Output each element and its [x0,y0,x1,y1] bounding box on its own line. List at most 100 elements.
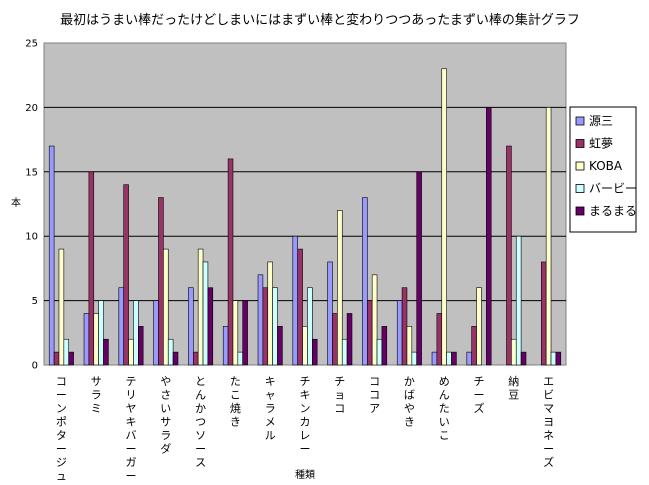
bar-3-1 [58,248,65,366]
bar-1-5 [188,287,194,366]
bar-2-3 [123,184,129,366]
bar-2-7 [262,287,269,366]
y-axis-label: 本 [11,196,21,209]
bar-2-6 [227,158,234,366]
bar-5-11 [416,171,422,366]
bar-1-8 [292,235,298,366]
bar-4-12 [446,351,452,366]
category-label: サラミ [91,375,102,415]
category-label: チーズ [474,375,485,415]
y-tick-label: 0 [32,361,38,372]
category-label: チョコ [334,375,345,415]
bar-5-12 [451,351,457,366]
bar-4-9 [341,338,348,366]
bar-3-8 [302,326,308,366]
y-tick-label: 15 [25,167,38,178]
bar-5-1 [68,351,74,366]
legend-swatch [575,184,585,193]
bar-3-10 [371,274,378,366]
bar-3-11 [406,326,413,366]
category-label: 納豆 [508,375,519,402]
bar-5-2 [103,338,109,366]
bar-5-6 [242,300,248,366]
category-label: たこ焼き [230,375,241,429]
y-tick-label: 10 [25,232,38,243]
bar-3-4 [163,248,169,366]
bar-1-2 [83,313,90,366]
legend-label: バービー [589,182,637,196]
bar-3-13 [476,287,482,366]
bar-2-2 [88,171,95,366]
legend-swatch [575,161,585,171]
bar-4-5 [202,261,209,366]
y-tick-label: 25 [25,39,38,50]
bar-4-8 [307,287,313,366]
y-tick-label: 20 [25,103,38,114]
bar-4-15 [550,351,557,366]
bar-2-10 [366,300,373,366]
category-label: コーンポタージュ [56,375,67,483]
bar-5-10 [381,326,388,366]
y-axis-ticks: 0 5 10 15 20 25 [25,39,38,372]
category-label: かばやき [404,375,415,429]
bar-3-2 [93,313,99,366]
bar-2-11 [401,287,408,366]
bar-5-14 [520,351,527,366]
bar-1-9 [327,261,333,366]
bar-4-6 [237,351,244,366]
legend-swatch [575,206,585,216]
legend-swatch [575,116,585,126]
chart-title: 最初はうまい棒だったけどしまいにはまずい棒と変わりつつあったまずい棒の集計グラフ [60,12,580,28]
bar-4-4 [167,338,174,366]
bar-3-15 [545,107,552,366]
bar-5-13 [486,107,492,366]
legend-label: KOBA [589,159,623,173]
bar-4-1 [63,338,70,366]
bar-3-3 [128,338,134,366]
bar-1-1 [48,145,55,366]
x-axis-categories: コーンポタージュ サラミ テリヤキバーガー やさいサラダ とんかつソース たこ焼き キャラメ… [56,375,554,483]
bar-2-9 [332,313,338,366]
category-label: キャラメル [265,375,276,442]
bar-1-11 [396,300,403,366]
bar-3-14 [511,338,517,366]
bar-2-8 [297,248,303,366]
legend-label: 源三 [589,114,613,128]
category-label: めんたいこ [439,375,450,442]
bar-1-10 [362,197,368,366]
bar-5-5 [207,287,214,366]
bar-3-5 [197,248,204,366]
bar-4-14 [515,235,522,366]
bar-2-5 [192,351,199,366]
bar-2-14 [506,145,512,366]
bar-3-9 [337,210,343,366]
category-label: とんかつソース [195,375,206,469]
bar-2-12 [436,313,443,366]
bar-1-6 [222,326,229,366]
bar-4-10 [376,338,383,366]
bar-1-3 [118,287,124,366]
legend-label: 虹夢 [589,137,613,151]
legend-label: まるまる [589,204,637,218]
bar-5-15 [555,351,562,366]
legend-swatch [575,139,585,148]
category-label: チキンカレー [300,375,311,456]
bar-3-12 [441,68,447,366]
category-label: エビマヨネーズ [543,375,554,469]
bar-3-7 [267,261,273,366]
bar-4-7 [272,287,278,366]
category-label: やさいサラダ [160,375,171,456]
bar-3-6 [232,300,239,366]
category-label: ココア [369,375,380,415]
bar-2-13 [471,326,477,366]
bar-5-8 [312,338,318,366]
bar-4-3 [133,300,139,366]
bar-4-11 [411,351,418,366]
bar-2-4 [158,197,164,366]
bar-1-12 [431,351,438,366]
bar-1-13 [466,351,472,366]
bar-2-1 [53,351,60,366]
y-tick-label: 5 [32,296,38,307]
